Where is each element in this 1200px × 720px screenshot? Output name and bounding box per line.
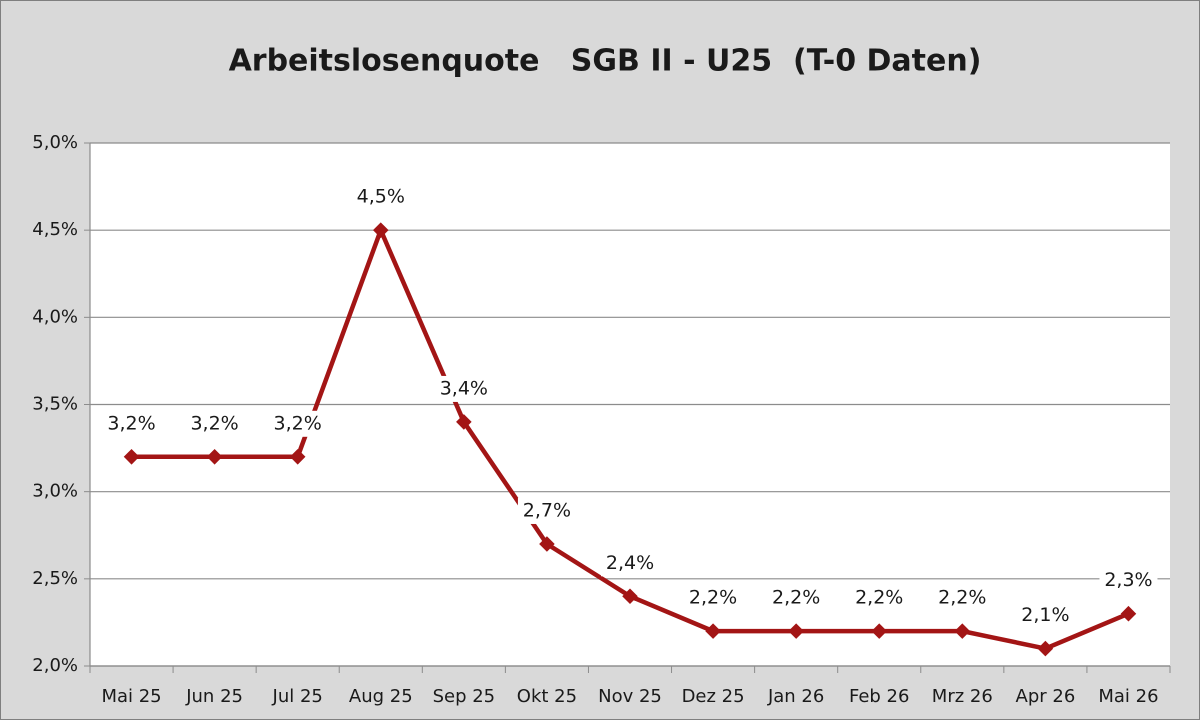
data-label: 2,3% xyxy=(1104,569,1152,591)
y-tick-label: 5,0% xyxy=(32,132,78,153)
data-label: 3,2% xyxy=(190,412,238,434)
data-label: 2,2% xyxy=(938,587,986,609)
y-tick-label: 3,0% xyxy=(32,481,78,502)
point-marker xyxy=(705,623,721,639)
label-background xyxy=(268,410,327,437)
y-tick-label: 2,0% xyxy=(32,655,78,676)
y-tick-label: 3,5% xyxy=(32,394,78,415)
data-label: 2,1% xyxy=(1021,604,1069,626)
label-background xyxy=(601,550,659,577)
x-tick-label: Nov 25 xyxy=(598,686,662,707)
label-background xyxy=(434,375,493,402)
y-tick-label: 4,5% xyxy=(32,219,78,240)
x-tick-label: Aug 25 xyxy=(349,686,413,707)
point-marker xyxy=(788,623,804,639)
data-label: 4,5% xyxy=(357,186,405,208)
chart-title: Arbeitslosenquote SGB II - U25 (T-0 Date… xyxy=(229,44,982,79)
label-background xyxy=(767,585,826,612)
x-tick-label: Okt 25 xyxy=(517,686,577,707)
x-tick-label: Apr 26 xyxy=(1016,686,1076,707)
x-tick-label: Mai 25 xyxy=(101,686,161,707)
data-label: 3,2% xyxy=(274,412,322,434)
label-background xyxy=(351,184,410,211)
data-label: 2,2% xyxy=(689,587,737,609)
label-background xyxy=(850,585,909,612)
point-marker xyxy=(539,536,555,552)
x-tick-label: Jul 25 xyxy=(272,686,323,707)
point-marker xyxy=(123,449,140,465)
label-background xyxy=(517,497,576,524)
x-tick-label: Jan 26 xyxy=(767,686,824,707)
data-label: 3,2% xyxy=(107,412,155,434)
point-marker xyxy=(1120,605,1137,622)
data-label: 2,7% xyxy=(523,499,571,521)
y-tick-label: 4,0% xyxy=(32,306,78,327)
x-tick-label: Dez 25 xyxy=(682,686,745,707)
data-label: 2,2% xyxy=(772,587,820,609)
label-background xyxy=(102,410,161,437)
x-tick-label: Jun 25 xyxy=(185,686,243,707)
x-tick-label: Mrz 26 xyxy=(932,686,993,707)
data-label: 2,4% xyxy=(606,552,654,574)
x-tick-label: Feb 26 xyxy=(849,686,910,707)
x-tick-label: Mai 26 xyxy=(1098,686,1158,707)
point-marker xyxy=(954,623,971,639)
x-tick-label: Sep 25 xyxy=(433,686,496,707)
y-tick-label: 2,5% xyxy=(32,568,78,589)
label-background xyxy=(1016,602,1075,629)
label-background xyxy=(1099,567,1158,594)
label-background xyxy=(684,585,743,612)
data-label: 2,2% xyxy=(855,587,903,609)
point-marker xyxy=(622,588,638,605)
point-marker xyxy=(1037,640,1054,657)
point-marker xyxy=(206,449,223,465)
label-background xyxy=(185,410,244,437)
data-label: 3,4% xyxy=(440,377,488,399)
point-marker xyxy=(372,222,389,238)
point-marker xyxy=(871,623,888,639)
label-background xyxy=(933,585,992,612)
